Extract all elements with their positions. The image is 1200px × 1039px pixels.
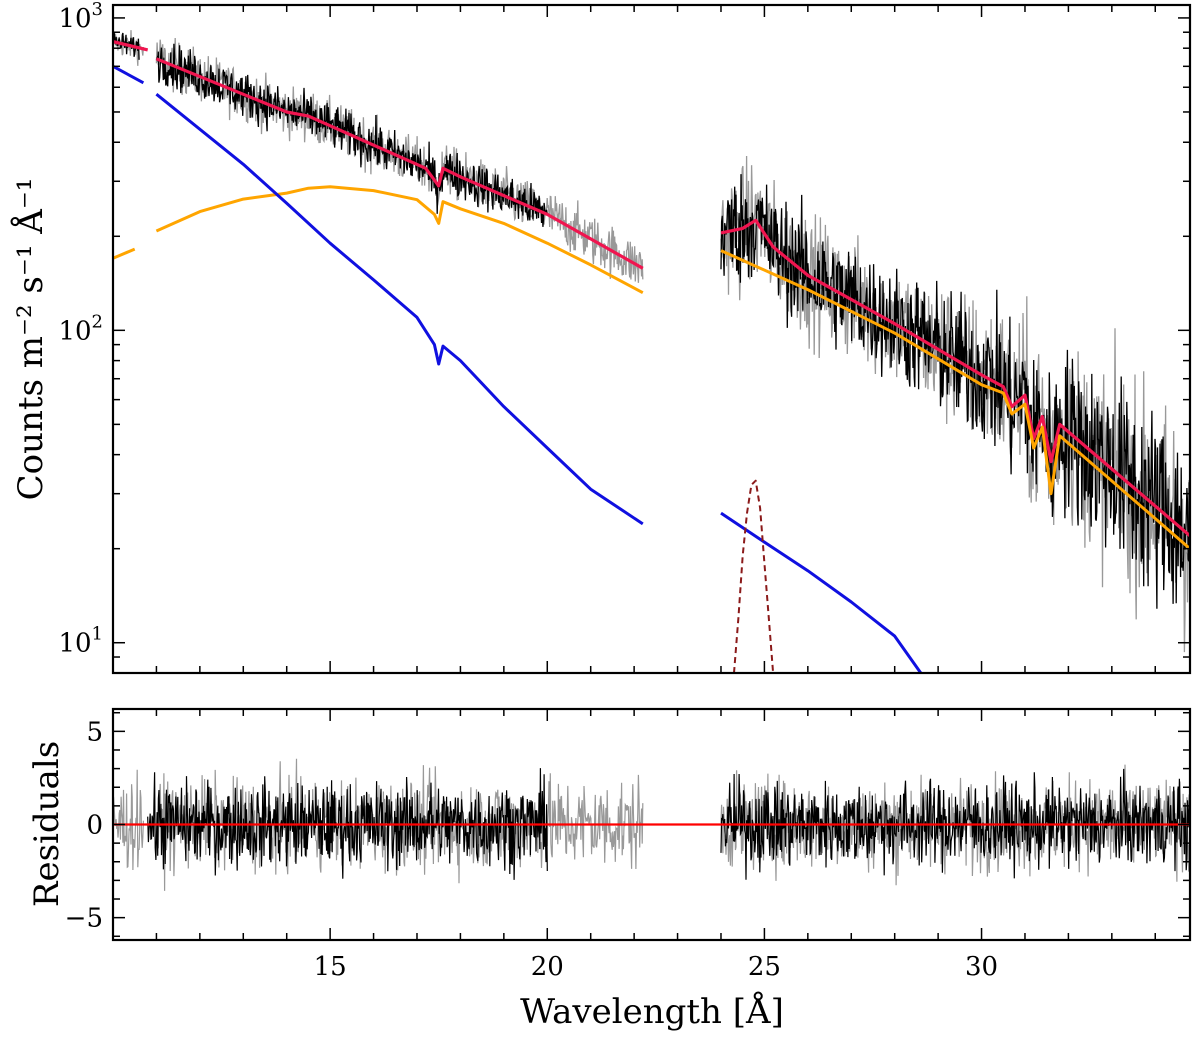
blue-component-segment-2 <box>720 511 923 673</box>
residuals-y-axis-label: Residuals <box>27 741 67 907</box>
residuals-series-group <box>113 758 1190 891</box>
res-y-tick-label-5: 5 <box>86 717 103 747</box>
spectrum-series-group <box>113 30 1190 673</box>
data-black-segment-0 <box>113 32 140 60</box>
residuals-ticks: 15 20 25 30 −5 0 5 <box>65 709 1190 982</box>
spectrum-ticks: 101 102 103 <box>58 0 1190 674</box>
y-tick-label-10: 101 <box>58 624 103 659</box>
x-tick-label-30: 30 <box>965 952 998 982</box>
orange-component-segment-2 <box>720 249 1190 550</box>
data-black-segment-1 <box>155 43 548 227</box>
residuals-axes-frame <box>111 707 1192 942</box>
spectrum-panel: 101 102 103 Counts m⁻² s⁻¹ Å⁻¹ <box>10 0 1192 675</box>
total-model-segment-1 <box>155 57 644 270</box>
residuals-panel: 15 20 25 30 −5 0 5 Residuals Wavelength [Å] <box>27 707 1192 1032</box>
blue-component-segment-1 <box>155 93 644 526</box>
gaussian-line-segment-0 <box>733 479 775 673</box>
blue-component-segment-0 <box>113 64 145 85</box>
y-tick-label-1000: 103 <box>58 0 103 34</box>
y-tick-label-100: 102 <box>58 311 103 346</box>
residual-black-segment-1 <box>720 768 1190 880</box>
orange-component-segment-0 <box>113 247 136 260</box>
spectrum-axes-frame <box>111 3 1192 675</box>
x-tick-label-20: 20 <box>531 952 564 982</box>
total-model-segment-2 <box>720 218 1190 538</box>
x-axis-label: Wavelength [Å] <box>520 991 784 1032</box>
x-tick-label-25: 25 <box>748 952 781 982</box>
total-model-segment-0 <box>113 40 149 52</box>
data-black-segment-2 <box>720 174 1190 609</box>
residual-gray-segment-0 <box>113 769 144 871</box>
x-tick-label-15: 15 <box>314 952 347 982</box>
orange-component-segment-1 <box>155 185 644 295</box>
res-y-tick-label--5: −5 <box>65 904 103 934</box>
res-y-tick-label-0: 0 <box>86 811 103 841</box>
spectrum-y-axis-label: Counts m⁻² s⁻¹ Å⁻¹ <box>10 178 51 501</box>
